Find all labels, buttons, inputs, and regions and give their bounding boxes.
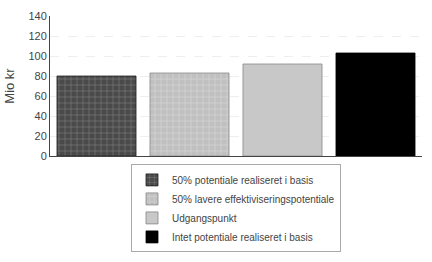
svg-text:120: 120 bbox=[28, 30, 46, 42]
svg-text:20: 20 bbox=[35, 130, 47, 142]
svg-text:60: 60 bbox=[35, 90, 47, 102]
svg-text:40: 40 bbox=[35, 110, 47, 122]
svg-text:100: 100 bbox=[28, 50, 46, 62]
svg-text:140: 140 bbox=[28, 10, 46, 22]
svg-text:80: 80 bbox=[35, 70, 47, 82]
svg-text:Intet potentiale realiseret i: Intet potentiale realiseret i basis bbox=[172, 232, 313, 243]
svg-text:Mio kr: Mio kr bbox=[2, 68, 17, 104]
svg-text:50% lavere effektiviseringspot: 50% lavere effektiviseringspotentiale bbox=[172, 194, 335, 205]
svg-text:50% potentiale realiseret i ba: 50% potentiale realiseret i basis bbox=[172, 175, 313, 186]
svg-text:Udgangspunkt: Udgangspunkt bbox=[172, 213, 237, 224]
svg-text:0: 0 bbox=[41, 150, 47, 162]
